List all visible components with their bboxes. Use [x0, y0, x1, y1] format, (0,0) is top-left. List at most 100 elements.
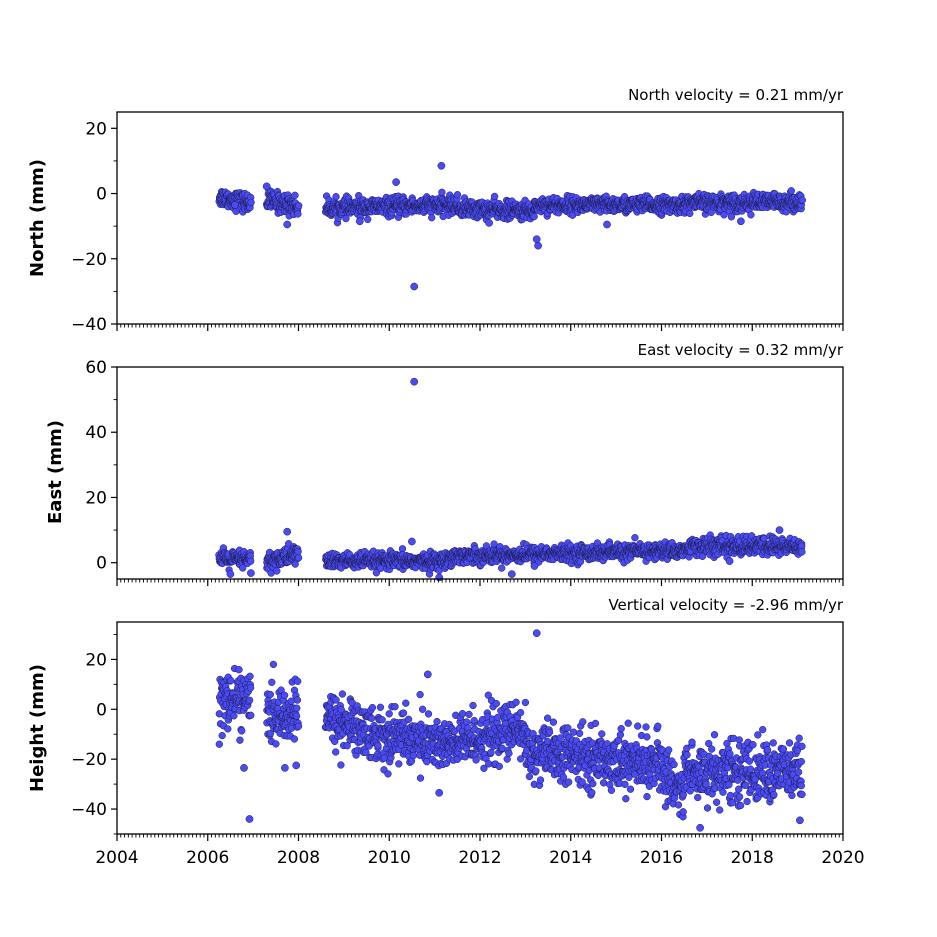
data-point: [227, 676, 235, 685]
y-tick-label: 0: [96, 554, 107, 574]
data-point: [565, 778, 573, 786]
data-point: [634, 722, 642, 730]
north-ticks: 200−20−40: [71, 119, 844, 335]
data-point: [238, 727, 246, 735]
data-point: [569, 728, 578, 736]
data-point: [294, 554, 303, 562]
data-point: [293, 696, 302, 704]
data-point: [556, 734, 564, 742]
data-point: [494, 713, 502, 722]
data-point: [218, 731, 226, 740]
height-velocity-title: Vertical velocity = -2.96 mm/yr: [608, 596, 843, 614]
data-point: [230, 712, 238, 720]
data-point: [458, 710, 467, 718]
data-point: [559, 773, 568, 781]
data-point: [727, 213, 736, 221]
y-tick-label: 60: [85, 358, 107, 378]
data-point: [654, 722, 662, 730]
y-tick-label: −40: [71, 315, 107, 335]
data-point: [516, 708, 525, 717]
outlier-point: [247, 569, 255, 577]
data-point: [492, 699, 500, 708]
data-point: [235, 666, 243, 674]
outlier-point: [410, 377, 419, 386]
data-point: [487, 748, 495, 757]
data-point: [332, 193, 340, 201]
data-point: [215, 740, 223, 748]
outlier-point: [775, 526, 784, 534]
data-point: [747, 211, 755, 219]
data-point: [686, 209, 694, 218]
data-point: [332, 748, 340, 756]
data-point: [342, 214, 350, 223]
data-point: [272, 740, 280, 748]
outlier-point: [408, 537, 416, 546]
data-point: [525, 772, 534, 781]
data-point: [798, 548, 806, 556]
data-point: [376, 703, 385, 711]
data-point: [617, 725, 625, 733]
north-axes-frame: [116, 111, 844, 325]
data-point: [498, 564, 506, 572]
data-point: [332, 696, 340, 704]
data-point: [295, 201, 303, 210]
data-point: [521, 698, 530, 707]
east-velocity-title: East velocity = 0.32 mm/yr: [638, 341, 844, 359]
data-point: [384, 770, 392, 778]
data-point: [294, 722, 303, 730]
data-point: [378, 716, 386, 724]
height-points: [215, 629, 806, 832]
data-point: [266, 690, 274, 699]
data-point: [621, 780, 629, 788]
data-point: [495, 762, 503, 771]
data-point: [247, 557, 255, 565]
data-point: [579, 718, 587, 726]
data-point: [530, 212, 538, 221]
data-point: [290, 735, 299, 743]
outlier-point: [437, 161, 446, 170]
y-tick-label: −20: [71, 250, 107, 270]
east-panel: East velocity = 0.32 mm/yr East (mm) 604…: [45, 341, 844, 586]
data-point: [404, 715, 413, 723]
outlier-point: [262, 182, 271, 191]
data-point: [463, 718, 471, 726]
outlier-point: [507, 570, 516, 578]
data-point: [364, 215, 372, 224]
data-point: [428, 214, 436, 222]
data-point: [624, 719, 632, 727]
data-point: [287, 697, 295, 705]
data-point: [402, 699, 410, 707]
data-point: [385, 710, 393, 718]
data-point: [469, 701, 477, 710]
data-point: [512, 698, 520, 706]
data-point: [549, 718, 558, 726]
data-point: [418, 705, 427, 713]
data-point: [294, 677, 302, 685]
data-point: [399, 709, 408, 717]
data-point: [409, 751, 418, 760]
data-point: [643, 733, 651, 741]
data-point: [391, 703, 399, 711]
outlier-point: [283, 220, 292, 229]
data-point: [607, 786, 616, 794]
data-point: [433, 717, 441, 726]
data-point: [470, 716, 478, 725]
data-point: [490, 192, 499, 201]
data-point: [536, 776, 545, 784]
data-point: [598, 730, 606, 738]
data-point: [273, 567, 281, 575]
east-points: [215, 377, 806, 582]
outlier-point: [737, 217, 745, 226]
data-point: [368, 703, 377, 712]
outlier-point: [603, 220, 611, 229]
data-point: [338, 690, 347, 698]
data-point: [395, 760, 403, 768]
data-point: [622, 795, 630, 803]
data-point: [294, 210, 302, 218]
data-point: [236, 736, 244, 744]
north-panel: North velocity = 0.21 mm/yr North (mm) 2…: [27, 86, 844, 335]
data-point: [545, 728, 554, 736]
data-point: [294, 547, 302, 556]
outlier-point: [410, 282, 419, 291]
